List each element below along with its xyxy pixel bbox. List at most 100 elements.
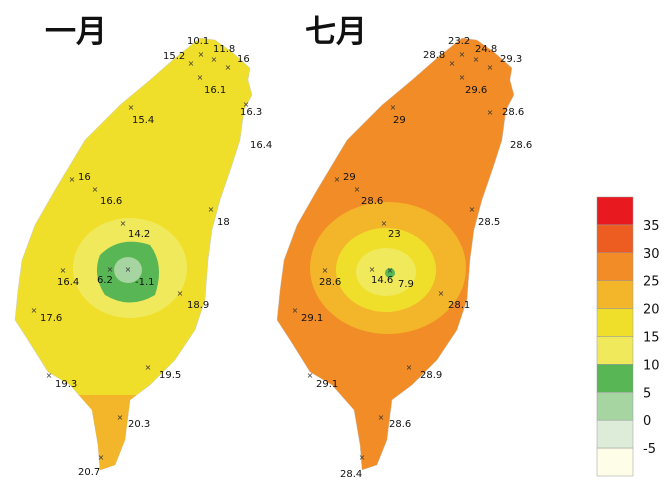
station-value: 29.1: [316, 379, 338, 390]
station-marker: ×: [334, 175, 341, 184]
station-marker: ×: [487, 108, 494, 117]
legend-label: 30: [643, 247, 660, 262]
station-value: 29.1: [301, 313, 323, 324]
station-value: 19.5: [159, 370, 181, 381]
legend-swatch: [596, 392, 634, 421]
station-value: 16.6: [100, 196, 122, 207]
station-value: 28.6: [502, 107, 524, 118]
legend-swatch: [596, 336, 634, 365]
station-marker: ×: [211, 55, 218, 64]
station-marker: ×: [31, 306, 38, 315]
station-value: 15.4: [132, 115, 154, 126]
station-marker: ×: [390, 103, 397, 112]
station-marker: ×: [354, 185, 361, 194]
legend-label: 20: [643, 303, 660, 318]
legend-label: 0: [643, 414, 651, 429]
legend-label: 35: [643, 219, 660, 234]
station-marker: ×: [128, 103, 135, 112]
station-value: 19.3: [55, 379, 77, 390]
station-marker: ×: [387, 266, 394, 275]
station-marker: ×: [369, 265, 376, 274]
station-marker: ×: [107, 265, 114, 274]
station-marker: ×: [292, 306, 299, 315]
station-value: 16.4: [250, 140, 272, 151]
station-marker: ×: [322, 266, 329, 275]
station-value: 28.6: [389, 419, 411, 430]
station-value: 15.2: [163, 51, 185, 62]
station-marker: ×: [177, 289, 184, 298]
station-marker: ×: [459, 73, 466, 82]
map-title: 一月: [45, 14, 107, 50]
station-marker: ×: [307, 371, 314, 380]
legend-swatch: [596, 447, 634, 477]
station-value: -1.1: [135, 277, 155, 288]
station-value: 23.2: [448, 36, 470, 47]
station-value: 23: [388, 229, 401, 240]
legend-label: -5: [643, 442, 656, 457]
station-value: 7.9: [398, 279, 414, 290]
station-value: 28.9: [420, 370, 442, 381]
station-value: 28.6: [361, 196, 383, 207]
station-marker: ×: [60, 266, 67, 275]
station-value: 29.6: [465, 85, 487, 96]
station-value: 20.3: [128, 419, 150, 430]
legend-label: 5: [643, 386, 651, 401]
station-marker: ×: [406, 363, 413, 372]
station-marker: ×: [208, 205, 215, 214]
station-marker: ×: [69, 175, 76, 184]
legend-swatch: [596, 308, 634, 337]
station-value: 18: [217, 217, 230, 228]
station-value: 10.1: [187, 36, 209, 47]
station-value: 29.3: [500, 54, 522, 65]
station-marker: ×: [225, 63, 232, 72]
station-value: 28.5: [478, 217, 500, 228]
station-marker: ×: [459, 50, 466, 59]
station-value: 28.6: [319, 277, 341, 288]
station-marker: ×: [198, 50, 205, 59]
station-marker: ×: [46, 371, 53, 380]
station-marker: ×: [120, 219, 127, 228]
station-value: 14.6: [371, 275, 393, 286]
station-value: 29: [393, 115, 406, 126]
station-value: 17.6: [40, 313, 62, 324]
station-value: 14.2: [128, 229, 150, 240]
station-marker: ×: [117, 413, 124, 422]
station-value: 16.4: [57, 277, 79, 288]
station-value: 28.6: [510, 140, 532, 151]
station-value: 6.2: [97, 275, 113, 286]
station-value: 28.8: [423, 50, 445, 61]
legend-swatch: [596, 364, 634, 393]
station-value: 29: [343, 172, 356, 183]
station-value: 16: [78, 172, 91, 183]
station-marker: ×: [487, 63, 494, 72]
station-marker: ×: [378, 413, 385, 422]
legend-swatch: [596, 224, 634, 254]
station-value: 24.8: [475, 44, 497, 55]
legend-label: 10: [643, 358, 660, 373]
station-value: 16.1: [204, 85, 226, 96]
station-value: 16: [237, 54, 250, 65]
legend-swatch: [596, 196, 634, 226]
station-marker: ×: [359, 453, 366, 462]
station-marker: ×: [197, 73, 204, 82]
station-value: 16.3: [240, 107, 262, 118]
station-marker: ×: [98, 453, 105, 462]
station-marker: ×: [92, 185, 99, 194]
legend-swatch: [596, 252, 634, 281]
station-marker: ×: [145, 363, 152, 372]
station-marker: ×: [243, 100, 250, 109]
station-marker: ×: [438, 289, 445, 298]
legend-label: 25: [643, 275, 660, 290]
station-marker: ×: [473, 55, 480, 64]
station-marker: ×: [469, 205, 476, 214]
station-value: 28.4: [340, 469, 362, 480]
legend: 35 30 25 20 15 10 5 0 -5: [596, 196, 660, 477]
station-marker: ×: [381, 219, 388, 228]
station-value: 20.7: [78, 467, 100, 478]
station-marker: ×: [188, 59, 195, 68]
station-value: 11.8: [213, 44, 235, 55]
legend-label: 15: [643, 331, 660, 346]
station-value: 18.9: [187, 300, 209, 311]
station-marker: ×: [449, 59, 456, 68]
